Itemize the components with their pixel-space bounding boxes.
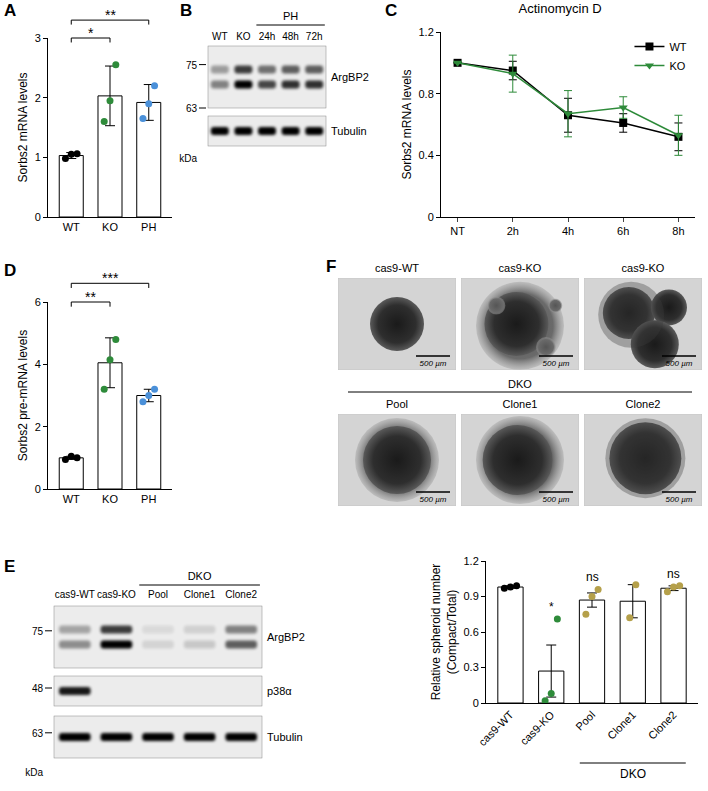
svg-text:PH: PH [141,493,156,505]
svg-text:6h: 6h [617,225,629,237]
svg-text:0: 0 [473,697,479,709]
svg-text:cas9-KO: cas9-KO [622,262,665,274]
svg-text:DKO: DKO [188,570,212,582]
svg-text:KO: KO [669,60,685,72]
svg-text:1: 1 [35,151,41,163]
svg-text:8h: 8h [672,225,684,237]
svg-text:0.3: 0.3 [464,661,479,673]
svg-text:0.6: 0.6 [464,626,479,638]
svg-text:Tubulin: Tubulin [331,125,367,137]
svg-text:ns: ns [586,570,599,584]
svg-text:***: *** [102,270,119,286]
svg-text:kDa: kDa [25,767,43,778]
svg-text:C: C [385,1,397,20]
svg-text:**: ** [105,7,116,23]
svg-text:63: 63 [186,103,198,114]
svg-text:Sorbs2 mRNA levels: Sorbs2 mRNA levels [16,72,30,182]
svg-text:PH: PH [141,221,156,233]
svg-text:ns: ns [667,567,680,581]
svg-text:E: E [4,557,15,576]
svg-text:0: 0 [428,211,434,223]
svg-text:KO: KO [102,493,118,505]
svg-text:Actinomycin D: Actinomycin D [519,1,602,16]
svg-text:75: 75 [186,60,198,71]
svg-text:6: 6 [35,296,41,308]
svg-text:DKO: DKO [508,378,532,390]
svg-text:cas9-WT: cas9-WT [55,589,95,600]
svg-text:cas9-KO: cas9-KO [499,262,542,274]
svg-text:4: 4 [35,358,41,370]
svg-text:WT: WT [63,221,80,233]
svg-text:WT: WT [669,41,686,53]
svg-text:Tubulin: Tubulin [267,731,303,743]
svg-text:2: 2 [35,92,41,104]
svg-text:NT: NT [450,225,465,237]
svg-text:75: 75 [32,626,44,637]
svg-text:1.2: 1.2 [464,555,479,567]
svg-text:72h: 72h [306,31,323,42]
svg-text:D: D [4,261,16,280]
svg-text:Sorbs2 pre-mRNA levels: Sorbs2 pre-mRNA levels [16,330,30,461]
svg-text:cas9-KO: cas9-KO [97,589,136,600]
svg-text:cas9-WT: cas9-WT [375,262,419,274]
svg-text:24h: 24h [259,31,276,42]
svg-text:500 µm: 500 µm [543,495,570,504]
svg-text:*: * [88,25,94,41]
svg-text:WT: WT [212,31,228,42]
svg-text:WT: WT [63,493,80,505]
svg-text:Clone2: Clone2 [646,709,679,742]
svg-text:48: 48 [32,683,44,694]
svg-text:500 µm: 500 µm [420,495,447,504]
svg-text:Clone1: Clone1 [503,398,538,410]
svg-text:F: F [326,257,336,276]
svg-text:KO: KO [236,31,251,42]
svg-text:0.4: 0.4 [419,149,434,161]
svg-text:KO: KO [102,221,118,233]
svg-text:Clone1: Clone1 [605,709,638,742]
svg-text:Pool: Pool [148,589,168,600]
svg-text:ArgBP2: ArgBP2 [267,631,305,643]
svg-text:Pool: Pool [573,709,597,733]
svg-text:0: 0 [35,483,41,495]
svg-text:63: 63 [32,728,44,739]
svg-text:4h: 4h [562,225,574,237]
svg-text:500 µm: 500 µm [543,359,570,368]
svg-text:ArgBP2: ArgBP2 [331,71,369,83]
svg-text:500 µm: 500 µm [420,359,447,368]
svg-text:DKO: DKO [620,767,646,781]
svg-text:2h: 2h [507,225,519,237]
svg-text:2: 2 [35,421,41,433]
svg-text:500 µm: 500 µm [666,495,693,504]
svg-text:500 µm: 500 µm [666,359,693,368]
svg-text:p38α: p38α [267,685,292,697]
svg-text:PH: PH [283,10,298,22]
svg-text:kDa: kDa [179,153,197,164]
svg-text:A: A [4,1,16,20]
svg-text:0.8: 0.8 [419,88,434,100]
svg-text:**: ** [85,289,96,305]
svg-text:Clone1: Clone1 [184,589,216,600]
svg-text:*: * [549,600,554,614]
svg-text:Sorbs2 mRNA levels: Sorbs2 mRNA levels [400,69,414,179]
svg-text:1.2: 1.2 [419,26,434,38]
svg-text:0: 0 [35,211,41,223]
svg-text:cas9-KO: cas9-KO [518,708,557,747]
svg-text:Pool: Pool [386,398,408,410]
svg-text:0.9: 0.9 [464,590,479,602]
svg-text:Clone2: Clone2 [225,589,257,600]
svg-text:cas9-WT: cas9-WT [476,708,516,748]
svg-text:3: 3 [35,32,41,44]
svg-text:48h: 48h [282,31,299,42]
svg-text:Relative spheroid number(Compa: Relative spheroid number(Compact/Total) [429,564,459,701]
svg-text:Clone2: Clone2 [626,398,661,410]
svg-text:B: B [180,1,192,20]
